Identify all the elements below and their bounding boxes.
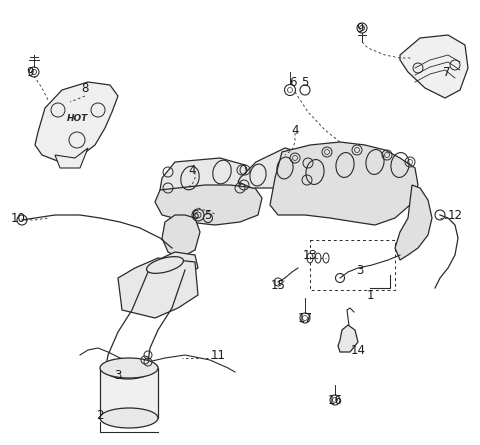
Polygon shape	[238, 148, 310, 188]
Ellipse shape	[100, 358, 158, 378]
Text: 12: 12	[447, 209, 463, 222]
Polygon shape	[162, 215, 200, 258]
Ellipse shape	[106, 361, 151, 379]
Text: 4: 4	[188, 163, 196, 177]
Text: 4: 4	[291, 124, 299, 137]
Polygon shape	[400, 35, 468, 98]
Text: HOT: HOT	[66, 113, 88, 122]
Text: 2: 2	[96, 409, 104, 421]
Text: 10: 10	[11, 211, 25, 224]
Polygon shape	[338, 325, 358, 352]
Ellipse shape	[146, 257, 183, 273]
Text: 5: 5	[301, 76, 309, 89]
Text: 14: 14	[350, 344, 365, 356]
Text: 9: 9	[356, 21, 364, 35]
Polygon shape	[100, 368, 158, 418]
Text: 8: 8	[81, 81, 89, 94]
Polygon shape	[162, 252, 198, 275]
Text: 3: 3	[114, 368, 122, 381]
Text: 16: 16	[327, 393, 343, 406]
Polygon shape	[35, 82, 118, 162]
Text: 9: 9	[26, 65, 34, 78]
Text: 6: 6	[289, 76, 297, 89]
Text: 1: 1	[366, 288, 374, 302]
Polygon shape	[118, 258, 198, 318]
Text: 5: 5	[204, 209, 212, 222]
Text: 15: 15	[271, 279, 286, 291]
Polygon shape	[160, 158, 248, 196]
Text: 7: 7	[443, 65, 451, 78]
Polygon shape	[395, 185, 432, 260]
Text: 17: 17	[298, 312, 312, 324]
Text: 11: 11	[211, 348, 226, 361]
Polygon shape	[55, 148, 88, 168]
Polygon shape	[155, 185, 262, 225]
Polygon shape	[270, 142, 418, 225]
Ellipse shape	[100, 408, 158, 428]
Text: 3: 3	[356, 263, 364, 276]
Text: 6: 6	[191, 209, 199, 222]
Text: 13: 13	[302, 248, 317, 262]
